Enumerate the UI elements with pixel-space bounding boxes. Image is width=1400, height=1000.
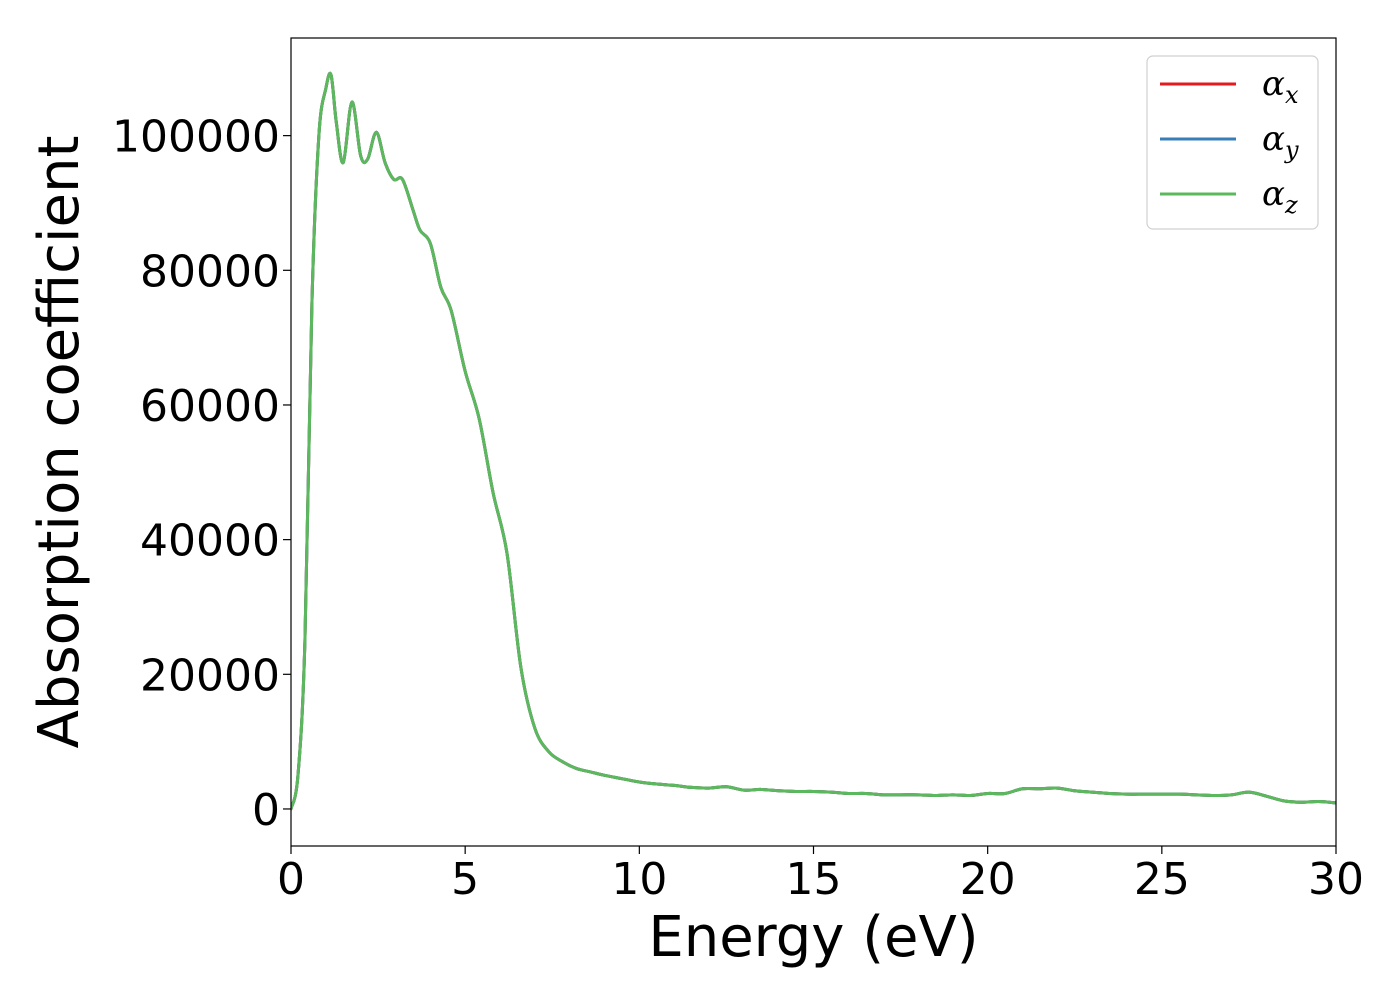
- y-axis: 0 20000 40000 60000 80000 100000: [112, 112, 291, 836]
- x-tick-label: 0: [277, 854, 305, 905]
- legend-label-z: αz: [1262, 174, 1298, 219]
- legend-subscript: z: [1284, 191, 1298, 219]
- x-axis: 0 5 10 15 20 25 30: [277, 846, 1364, 905]
- legend-label-y: αy: [1262, 119, 1299, 164]
- legend-label-x: αx: [1262, 64, 1299, 109]
- x-tick-label: 15: [786, 854, 842, 905]
- y-tick-label: 100000: [112, 112, 280, 163]
- y-tick-label: 60000: [140, 381, 280, 432]
- legend-box: [1146, 55, 1319, 230]
- legend-symbol: α: [1262, 119, 1285, 159]
- x-tick-label: 5: [451, 854, 479, 905]
- y-tick-label: 40000: [140, 516, 280, 567]
- x-tick-label: 20: [960, 854, 1016, 905]
- legend-symbol: α: [1262, 174, 1285, 214]
- series-line-z: [291, 71, 1336, 811]
- y-tick-label: 20000: [140, 650, 280, 701]
- x-tick-label: 25: [1134, 854, 1190, 905]
- legend-subscript: y: [1284, 136, 1299, 164]
- y-axis-title: Absorption coefficient: [27, 136, 92, 749]
- legend-subscript: x: [1285, 81, 1299, 109]
- y-tick-label: 0: [252, 785, 280, 836]
- y-tick-label: 80000: [140, 246, 280, 297]
- series-layer: [291, 71, 1336, 811]
- legend-symbol: α: [1262, 64, 1285, 104]
- x-tick-label: 10: [611, 854, 667, 905]
- x-tick-label: 30: [1308, 854, 1364, 905]
- x-axis-title: Energy (eV): [648, 905, 978, 970]
